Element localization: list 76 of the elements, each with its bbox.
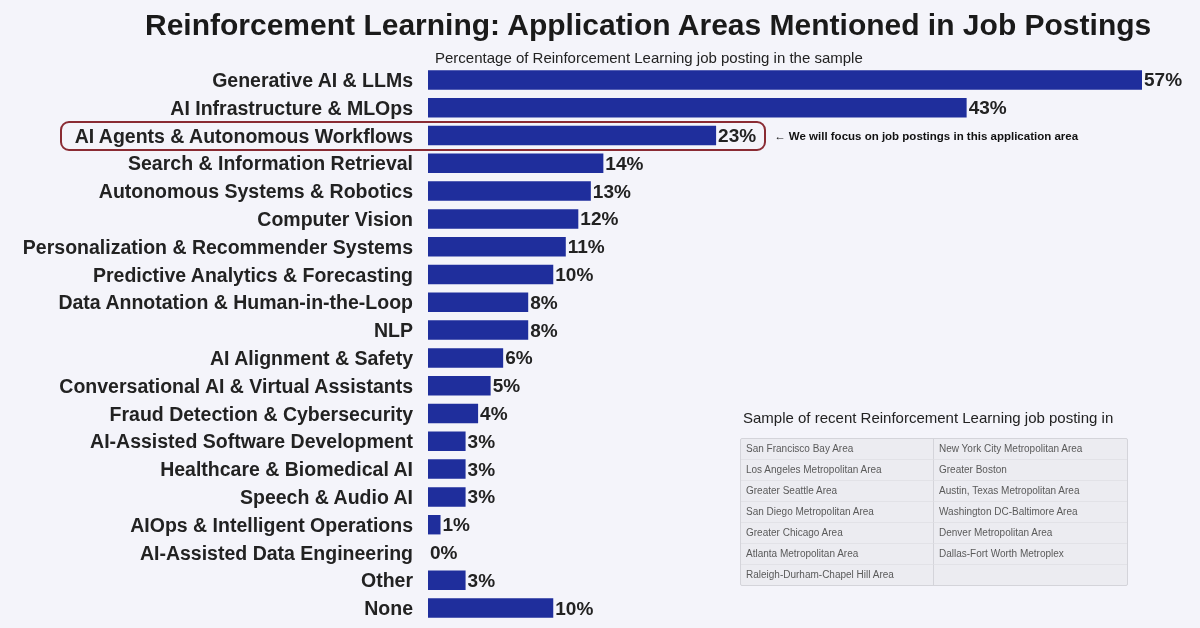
annotation: Greater Boston	[934, 460, 1127, 481]
data-label: 43%	[968, 97, 1007, 119]
bar	[428, 487, 466, 507]
y-tick-label: Generative AI & LLMs	[212, 68, 414, 91]
annotation: Washington DC-Baltimore Area	[934, 502, 1127, 523]
annotation: Dallas-Fort Worth Metroplex	[934, 544, 1127, 565]
y-tick-label: AI Infrastructure & MLOps	[170, 96, 414, 119]
data-label: 57%	[1144, 69, 1183, 91]
y-tick-label: Search & Information Retrieval	[128, 152, 413, 175]
bar	[428, 598, 554, 618]
data-label: 1%	[442, 514, 471, 536]
y-tick-label: Speech & Audio AI	[240, 485, 413, 508]
data-label: 6%	[505, 347, 533, 369]
y-tick-label: Other	[360, 569, 414, 592]
data-label: 3%	[467, 486, 496, 508]
bar	[428, 125, 717, 146]
annotation: San Francisco Bay Area	[741, 439, 934, 460]
bar	[428, 348, 504, 368]
y-tick-label: Fraud Detection & Cybersecurity	[109, 402, 414, 425]
bar	[428, 292, 529, 313]
bar	[428, 403, 479, 424]
annotation: Denver Metropolitan Area	[934, 523, 1127, 544]
bar	[428, 514, 441, 535]
data-label: 3%	[467, 569, 496, 591]
y-tick-label: AI Agents & Autonomous Workflows	[74, 124, 414, 147]
y-tick-label: AI-Assisted Data Engineering	[139, 541, 413, 564]
y-tick-label: AIOps & Intelligent Operations	[130, 513, 414, 536]
annotation: San Diego Metropolitan Area	[741, 502, 934, 523]
annotation: New York City Metropolitan Area	[934, 439, 1127, 460]
data-label: 4%	[480, 403, 508, 424]
bar	[428, 70, 1142, 90]
data-label: 8%	[530, 291, 558, 313]
data-label: 3%	[467, 458, 496, 480]
y-tick-label: AI-Assisted Software Development	[90, 430, 414, 453]
annotation: Greater Seattle Area	[741, 481, 934, 502]
bar	[428, 375, 491, 396]
y-tick-label: Predictive Analytics & Forecasting	[92, 263, 413, 286]
annotation: Raleigh-Durham-Chapel Hill Area	[741, 565, 934, 585]
bar	[428, 431, 466, 452]
text: Sample of recent Reinforcement Learning job posting in	[743, 409, 1115, 426]
bar	[428, 153, 604, 174]
y-tick-label: Personalization & Recommender Systems	[22, 235, 414, 258]
y-tick-label: Autonomous Systems & Robotics	[98, 180, 414, 203]
data-label: 14%	[605, 152, 644, 174]
chart-title: Reinforcement Learning: Application Areas Mentioned in Job Postings	[145, 7, 1152, 41]
data-label: 12%	[580, 208, 619, 230]
y-tick-label: Conversational AI & Virtual Assistants	[59, 374, 414, 397]
data-label: 3%	[467, 430, 496, 452]
bar	[428, 209, 579, 229]
y-tick-label: AI Alignment & Safety	[210, 346, 414, 369]
bar	[428, 181, 591, 201]
annotation: Atlanta Metropolitan Area	[741, 544, 934, 565]
y-tick-label: NLP	[374, 319, 413, 342]
data-label: 23%	[718, 125, 757, 146]
bar	[428, 570, 466, 591]
data-label: 11%	[567, 236, 605, 258]
annotation: Los Angeles Metropolitan Area	[741, 460, 934, 481]
data-label: 10%	[555, 597, 594, 619]
data-label: 8%	[530, 319, 558, 341]
bar	[428, 459, 466, 479]
data-label: 0%	[430, 542, 458, 563]
y-tick-label: None	[364, 597, 414, 620]
chart-subtitle: Percentage of Reinforcement Learning job posting in the sample	[435, 49, 863, 66]
annotation: Greater Chicago Area	[741, 523, 934, 544]
data-label: 5%	[492, 375, 521, 397]
annotation: ← We will focus on job postings in this application area	[774, 129, 1079, 142]
y-tick-label: Healthcare & Biomedical AI	[160, 458, 413, 481]
y-tick-label: Computer Vision	[257, 207, 413, 230]
y-tick-label: Data Annotation & Human-in-the-Loop	[58, 291, 414, 314]
bar	[428, 320, 529, 340]
bar	[428, 236, 566, 257]
data-label: 10%	[555, 264, 594, 285]
bar	[428, 97, 967, 118]
annotation: Austin, Texas Metropolitan Area	[934, 481, 1127, 502]
data-label: 13%	[592, 180, 631, 202]
bar	[428, 264, 554, 285]
